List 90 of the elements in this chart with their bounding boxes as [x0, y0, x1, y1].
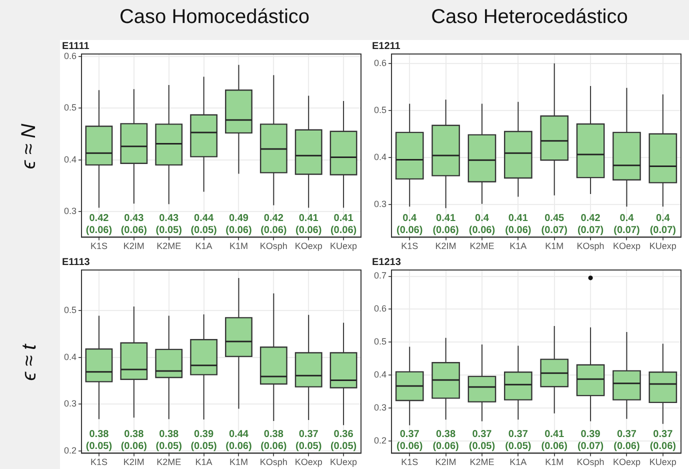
text: 0.44 (0.05) — [190, 212, 217, 236]
chart-title: E1113 — [62, 256, 90, 268]
y-tick-label: 0.2 — [64, 445, 77, 456]
x-tick-label: K1A — [510, 241, 527, 252]
text: 0.41 (0.06) — [296, 212, 322, 236]
text: 0.37 (0.06) — [614, 428, 640, 452]
x-tick-label: K1S — [401, 457, 418, 468]
text: 0.43 (0.05) — [156, 212, 182, 236]
x-tick-label: KOexp — [612, 457, 640, 468]
x-tick-label: K1M — [545, 241, 564, 252]
y-tick-label: 0.3 — [374, 198, 387, 209]
text: 0.4 (0.07) — [650, 212, 676, 236]
chart-title: E1111 — [62, 40, 90, 52]
text: 0.36 (0.05) — [330, 428, 357, 452]
text: 0.37 (0.06) — [650, 428, 676, 452]
x-tick-label: K2IM — [435, 241, 456, 252]
text: ϵ ≈ t — [18, 344, 42, 381]
chart-title: E1211 — [372, 40, 401, 52]
x-tick-label: K1A — [195, 241, 212, 252]
x-tick-label: K1A — [510, 457, 527, 468]
x-tick-label: K2ME — [470, 241, 494, 252]
y-tick-label: 0.7 — [374, 270, 387, 281]
text: 0.38 (0.05) — [86, 428, 112, 452]
y-tick-label: 0.6 — [374, 304, 387, 314]
text: Caso Homocedástico — [118, 6, 311, 30]
text: 0.42 (0.06) — [260, 212, 287, 236]
text: 0.49 (0.06) — [226, 212, 252, 236]
x-tick-label: K2ME — [156, 241, 182, 252]
text: 0.42 (0.07) — [577, 212, 604, 236]
y-tick-label: 0.3 — [64, 398, 77, 409]
y-tick-label: 0.3 — [374, 402, 387, 413]
text: 0.38 (0.06) — [260, 428, 287, 452]
text: 0.37 (0.05) — [296, 428, 322, 452]
x-tick-label: K1M — [229, 241, 248, 252]
x-tick-label: K1M — [545, 457, 564, 468]
text: 0.44 (0.06) — [226, 428, 252, 452]
text: Caso Heterocedástico — [430, 6, 629, 30]
text: 0.38 (0.06) — [432, 428, 459, 452]
chart-title: E1213 — [372, 256, 402, 268]
text: 0.41 (0.06) — [330, 212, 357, 236]
x-tick-label: KUexp — [649, 241, 676, 252]
y-tick-label: 0.6 — [374, 58, 387, 68]
x-tick-label: K2IM — [435, 457, 456, 468]
x-tick-label: K1S — [401, 241, 418, 252]
text: 0.38 (0.05) — [156, 428, 182, 452]
text: 0.41 (0.06) — [541, 428, 568, 452]
text: 0.37 (0.05) — [505, 428, 532, 452]
y-tick-label: 0.6 — [64, 51, 77, 62]
x-tick-label: KOsph — [576, 457, 604, 468]
text: 0.4 (0.06) — [396, 212, 423, 236]
y-tick-label: 0.4 — [64, 154, 77, 164]
y-tick-label: 0.5 — [374, 104, 387, 115]
y-tick-label: 0.5 — [64, 102, 77, 113]
text: 0.4 (0.06) — [468, 212, 496, 236]
x-tick-label: K1A — [195, 457, 212, 468]
x-tick-label: KOsph — [260, 457, 288, 468]
x-tick-label: KOexp — [294, 241, 322, 252]
x-tick-label: KOsph — [260, 241, 288, 252]
text: 0.38 (0.06) — [120, 428, 147, 452]
x-tick-label: K2ME — [470, 457, 494, 468]
y-tick-label: 0.5 — [64, 305, 77, 316]
text: 0.42 (0.06) — [86, 212, 112, 236]
x-tick-label: K1S — [90, 457, 108, 468]
x-tick-label: K2ME — [156, 457, 182, 468]
x-tick-label: K2IM — [123, 457, 144, 468]
text: 0.39 (0.07) — [577, 428, 604, 452]
x-tick-label: KUexp — [330, 241, 358, 252]
y-tick-label: 0.4 — [64, 352, 77, 362]
x-tick-label: KOexp — [612, 241, 640, 252]
x-tick-label: KUexp — [330, 457, 358, 468]
y-tick-label: 0.2 — [374, 435, 387, 446]
text: 0.4 (0.07) — [614, 212, 640, 236]
text: 0.37 (0.06) — [396, 428, 423, 452]
x-tick-label: KOexp — [294, 457, 322, 468]
x-tick-label: K1S — [90, 241, 108, 252]
text: 0.41 (0.06) — [505, 212, 532, 236]
y-tick-label: 0.3 — [64, 206, 77, 216]
x-tick-label: KOsph — [576, 241, 604, 252]
text: 0.43 (0.06) — [120, 212, 147, 236]
text: 0.37 (0.05) — [468, 428, 496, 452]
text: 0.39 (0.05) — [190, 428, 217, 452]
x-tick-label: K2IM — [123, 241, 144, 252]
text: 0.41 (0.06) — [432, 212, 459, 236]
y-tick-label: 0.4 — [374, 152, 387, 162]
text: ϵ ≈ N — [18, 124, 42, 170]
x-tick-label: K1M — [229, 457, 248, 468]
y-tick-label: 0.4 — [374, 370, 387, 380]
x-tick-label: KUexp — [649, 457, 676, 468]
y-tick-label: 0.5 — [374, 336, 387, 347]
text: 0.45 (0.07) — [541, 212, 568, 236]
